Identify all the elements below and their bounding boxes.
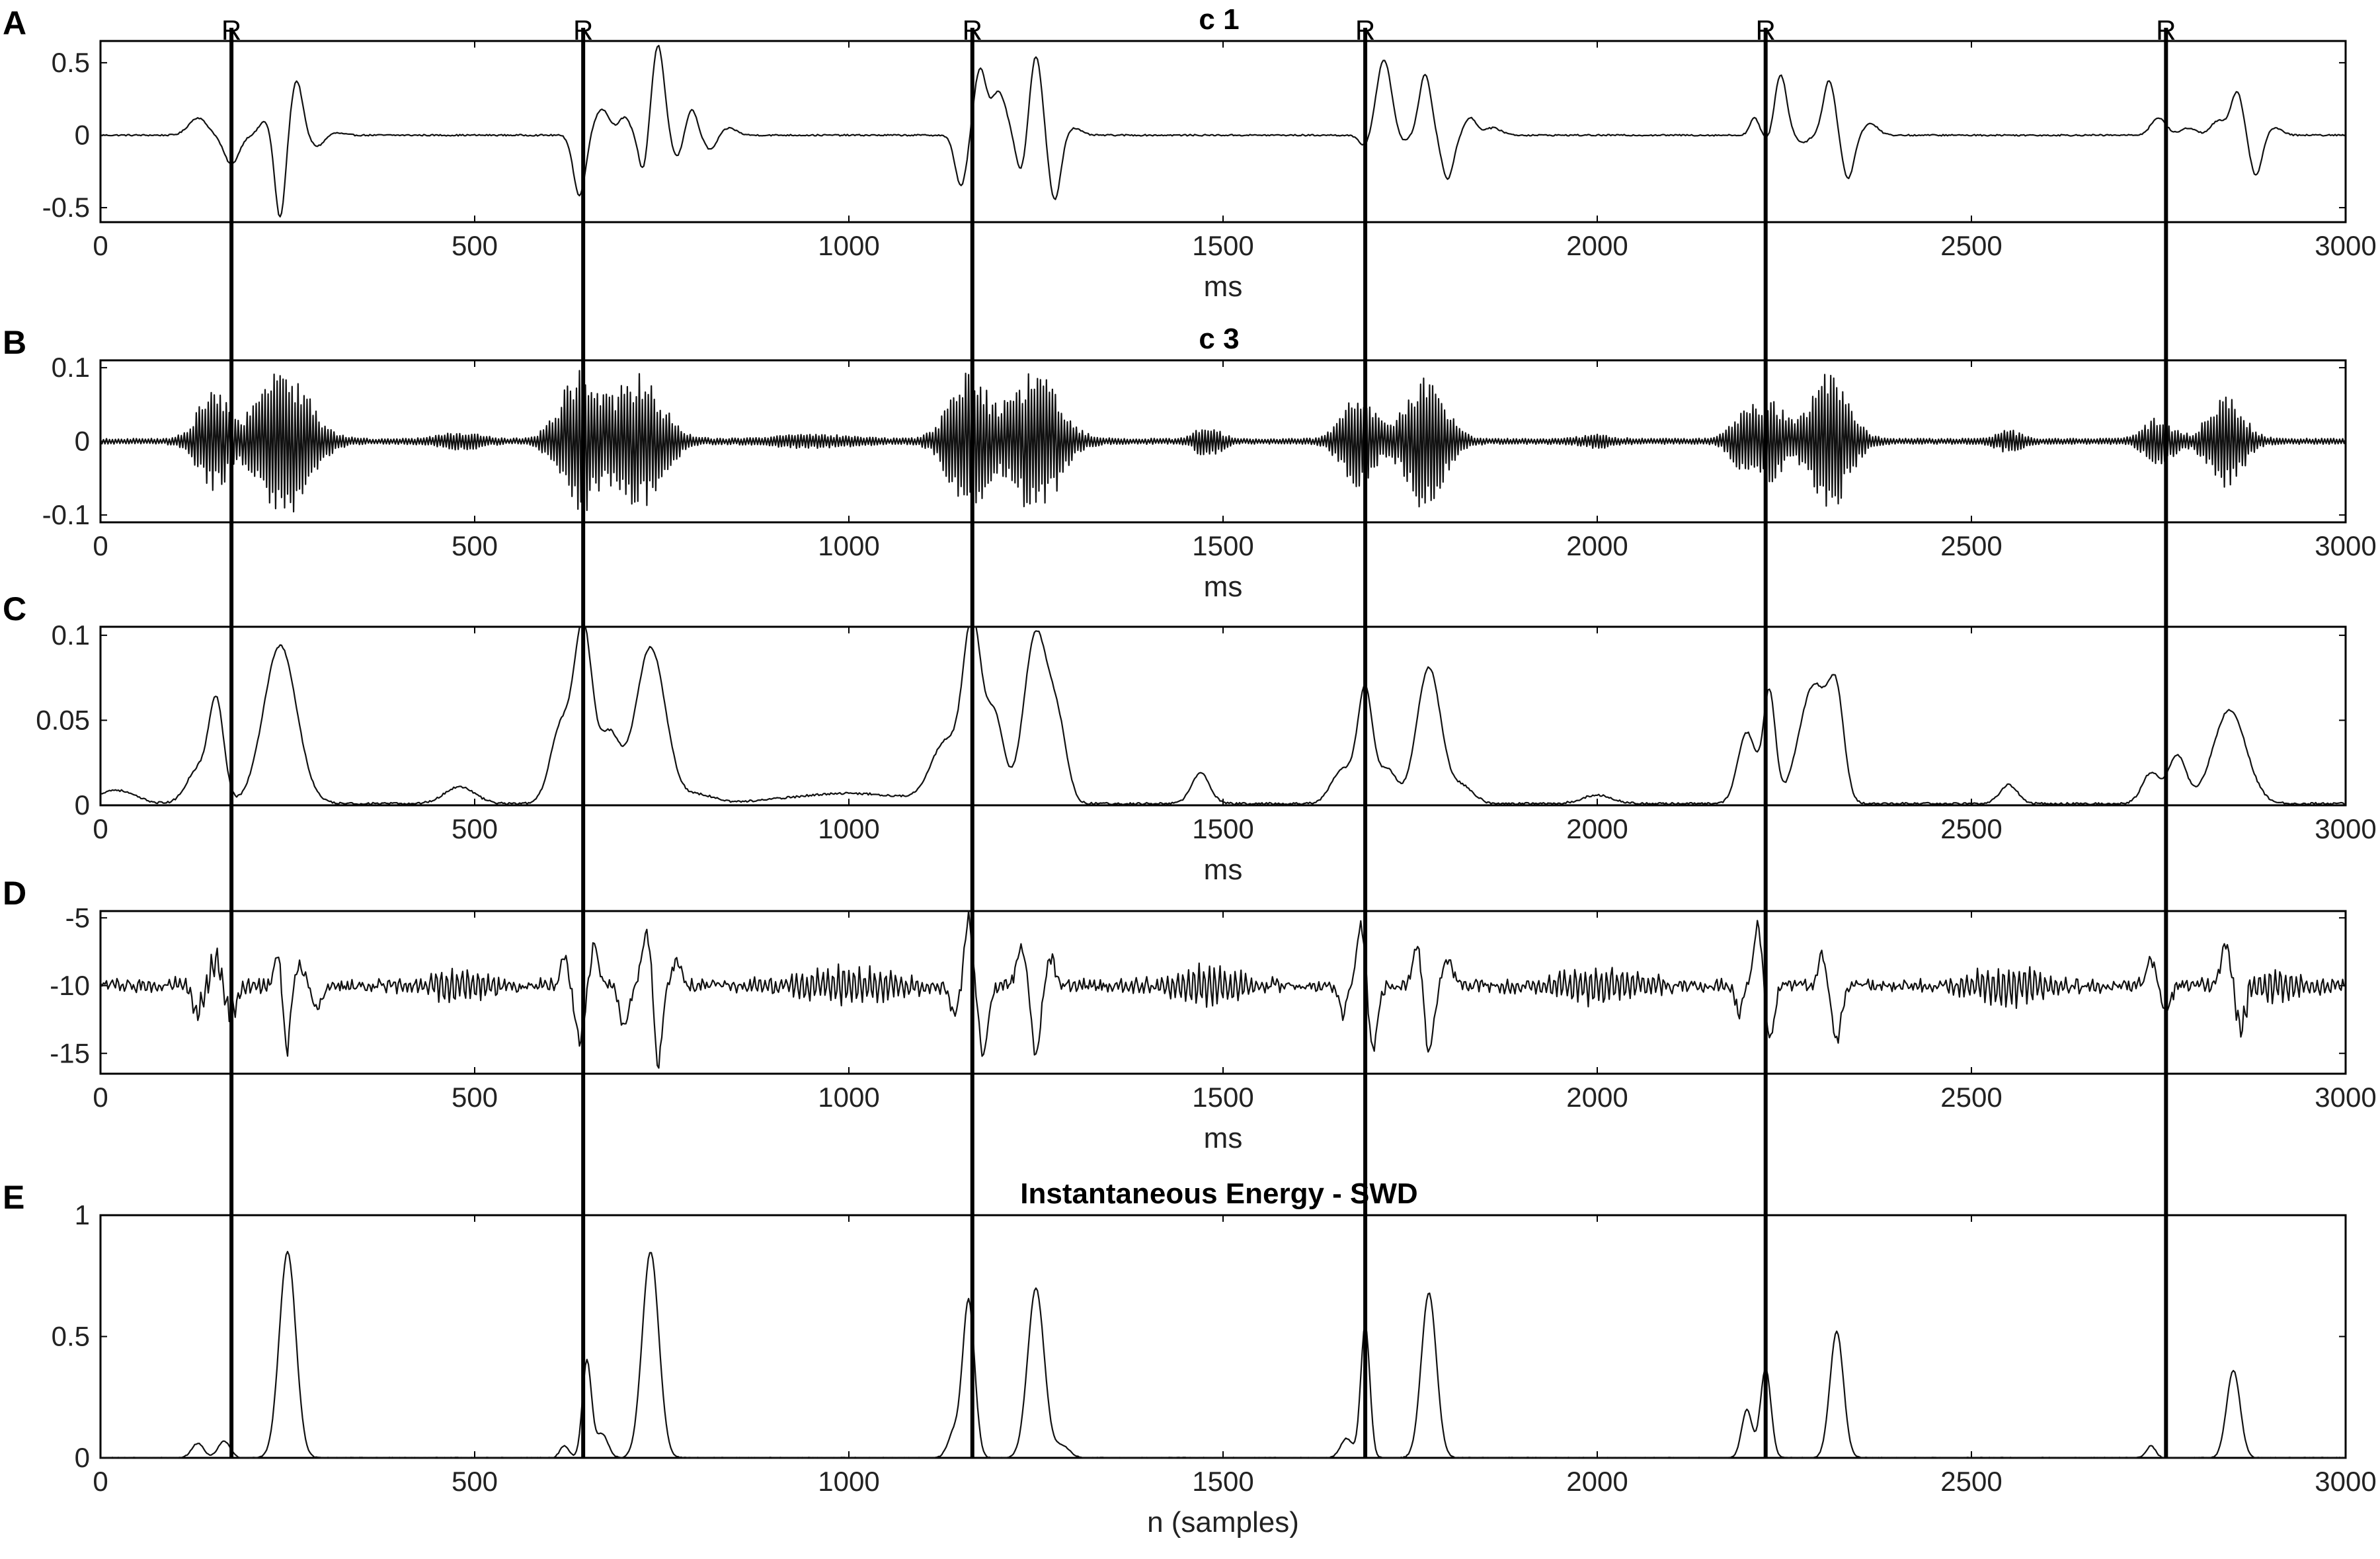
- x-tick-label: 3000: [2315, 230, 2376, 261]
- y-tick-label: -5: [65, 902, 90, 933]
- plot-frame-c: [99, 625, 2347, 807]
- x-tick-label: 2500: [1940, 813, 2002, 844]
- signal-trace-c: [100, 625, 2346, 806]
- panel-e: E Instantaneous Energy - SWD 0 500 1000 1500 2…: [3, 1178, 2377, 1539]
- r-peak-label: R: [1756, 15, 1776, 46]
- x-tick-label: 2000: [1566, 530, 1628, 561]
- panel-letter-e: E: [3, 1179, 24, 1216]
- panel-title-e: Instantaneous Energy - SWD: [1020, 1178, 1417, 1210]
- signal-trace-d: [100, 910, 2346, 1069]
- x-tick-label: 0: [93, 1082, 108, 1113]
- y-tick-label: -10: [50, 970, 90, 1001]
- signal-trace-e: [100, 1250, 2346, 1459]
- x-axis-label-a: ms: [1204, 270, 1243, 303]
- r-peak-label: R: [1355, 15, 1375, 46]
- x-axis-label-b: ms: [1204, 571, 1243, 603]
- panel-c: C 0 500 1000 1500 2000 2500 3000 0 0.05 0.1 ms: [3, 590, 2377, 886]
- x-tick-label: 1500: [1192, 230, 1253, 261]
- plot-frame-a: [99, 40, 2347, 223]
- y-tick-label: 0.5: [52, 47, 90, 78]
- signal-trace-a: [100, 44, 2346, 218]
- x-tick-label: 3000: [2315, 813, 2376, 844]
- panel-title-b: c 3: [1199, 323, 1239, 355]
- x-tick-label: 1500: [1192, 530, 1253, 561]
- y-tick-label: 0.5: [52, 1321, 90, 1352]
- x-tick-label: 2500: [1940, 1466, 2002, 1497]
- panel-letter-c: C: [3, 590, 26, 627]
- y-tick-label: 0: [75, 1442, 90, 1473]
- x-tick-label: 1500: [1192, 1082, 1253, 1113]
- y-tick-label: 1: [75, 1199, 90, 1230]
- x-tick-label: 500: [452, 813, 498, 844]
- y-tick-label: 0.1: [52, 620, 90, 651]
- x-axis-label-c: ms: [1204, 854, 1243, 886]
- x-tick-label: 2000: [1566, 1082, 1628, 1113]
- r-peak-label: R: [963, 15, 982, 46]
- x-tick-label: 1500: [1192, 813, 1253, 844]
- x-tick-label: 500: [452, 1466, 498, 1497]
- plot-frame-e: [99, 1214, 2347, 1459]
- x-axis-label-e: n (samples): [1147, 1506, 1299, 1539]
- y-tick-label: -0.1: [42, 499, 90, 530]
- x-tick-label: 2000: [1566, 1466, 1628, 1497]
- x-tick-label: 2500: [1940, 230, 2002, 261]
- x-tick-label: 3000: [2315, 1466, 2376, 1497]
- x-tick-label: 1500: [1192, 1466, 1253, 1497]
- panel-letter-b: B: [3, 324, 26, 361]
- x-tick-label: 0: [93, 1466, 108, 1497]
- x-tick-label: 0: [93, 813, 108, 844]
- panel-d: D 0 500 1000 1500 2000 2500 3000 -15 -10 -5 ms: [3, 875, 2377, 1154]
- x-tick-label: 1000: [818, 530, 879, 561]
- x-tick-label: 1000: [818, 813, 879, 844]
- r-peak-label: R: [573, 15, 593, 46]
- y-tick-label: 0: [75, 119, 90, 150]
- x-tick-label: 1000: [818, 230, 879, 261]
- y-tick-label: -15: [50, 1037, 90, 1068]
- x-tick-label: 3000: [2315, 530, 2376, 561]
- y-tick-label: 0: [75, 426, 90, 457]
- x-tick-label: 2500: [1940, 530, 2002, 561]
- signal-trace-b: [99, 370, 2347, 516]
- r-peak-label: R: [221, 15, 241, 46]
- x-tick-label: 3000: [2315, 1082, 2376, 1113]
- x-tick-label: 500: [452, 530, 498, 561]
- panel-letter-a: A: [3, 5, 26, 42]
- x-tick-label: 500: [452, 230, 498, 261]
- y-tick-label: 0.05: [36, 704, 90, 735]
- x-tick-label: 500: [452, 1082, 498, 1113]
- y-tick-label: -0.5: [42, 192, 90, 223]
- x-tick-label: 1000: [818, 1082, 879, 1113]
- y-tick-label: 0: [75, 789, 90, 820]
- panel-letter-d: D: [3, 875, 26, 912]
- x-tick-label: 1000: [818, 1466, 879, 1497]
- x-tick-label: 0: [93, 230, 108, 261]
- y-tick-label: 0.1: [52, 352, 90, 383]
- panel-title-a: c 1: [1199, 3, 1239, 36]
- x-tick-label: 0: [93, 530, 108, 561]
- x-axis-label-d: ms: [1204, 1122, 1243, 1154]
- x-tick-label: 2000: [1566, 230, 1628, 261]
- x-tick-label: 2000: [1566, 813, 1628, 844]
- x-tick-label: 2500: [1940, 1082, 2002, 1113]
- r-peak-label: R: [2156, 15, 2176, 46]
